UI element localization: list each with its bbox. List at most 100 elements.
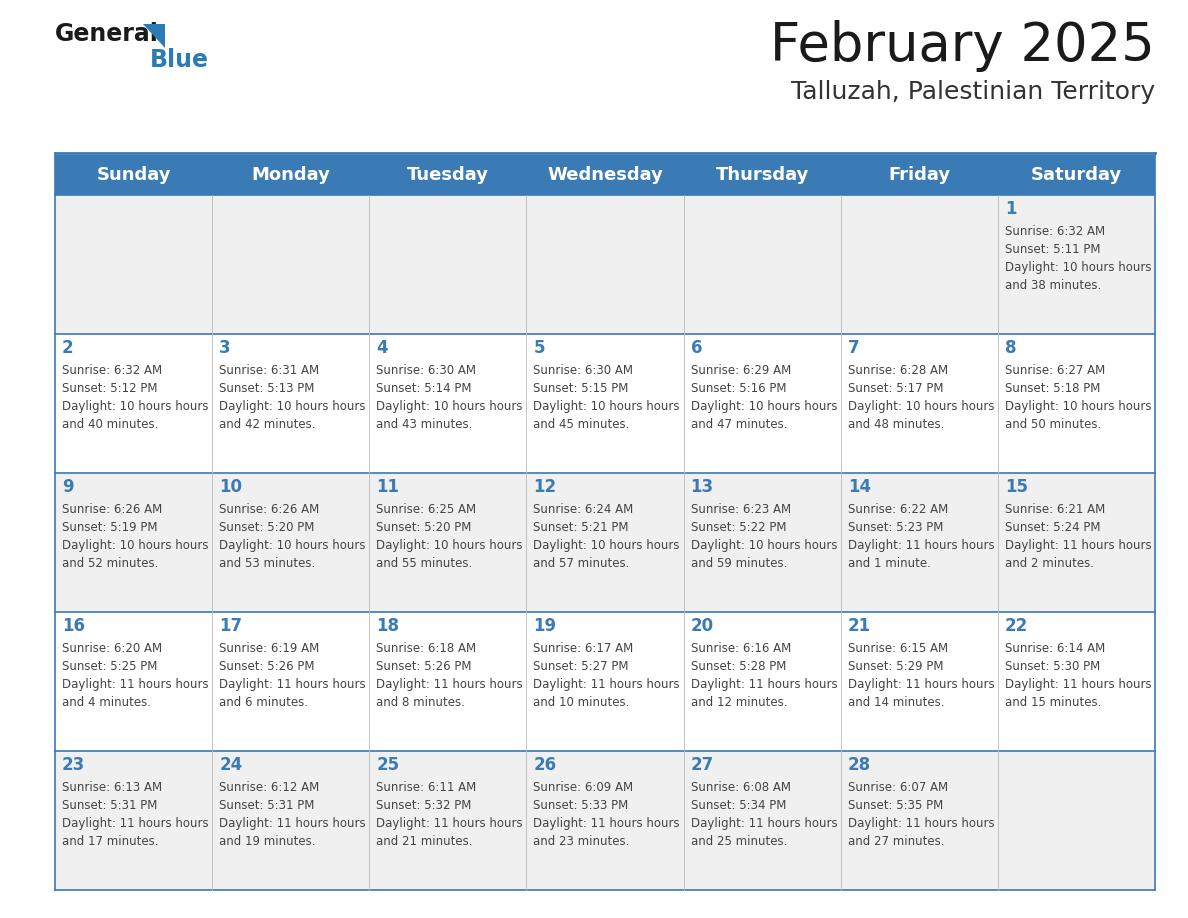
- Text: 18: 18: [377, 617, 399, 635]
- Text: and 55 minutes.: and 55 minutes.: [377, 557, 473, 570]
- Text: Daylight: 10 hours hours: Daylight: 10 hours hours: [533, 400, 680, 413]
- Text: Sunset: 5:15 PM: Sunset: 5:15 PM: [533, 382, 628, 395]
- Text: 5: 5: [533, 339, 545, 357]
- Text: and 12 minutes.: and 12 minutes.: [690, 696, 788, 709]
- Text: Wednesday: Wednesday: [546, 166, 663, 184]
- Text: Daylight: 11 hours hours: Daylight: 11 hours hours: [377, 678, 523, 691]
- Text: Sunset: 5:26 PM: Sunset: 5:26 PM: [377, 660, 472, 673]
- Text: Sunset: 5:17 PM: Sunset: 5:17 PM: [848, 382, 943, 395]
- Text: 3: 3: [219, 339, 230, 357]
- Text: Sunrise: 6:18 AM: Sunrise: 6:18 AM: [377, 642, 476, 655]
- Text: Sunrise: 6:22 AM: Sunrise: 6:22 AM: [848, 503, 948, 516]
- Text: Sunrise: 6:13 AM: Sunrise: 6:13 AM: [62, 781, 162, 794]
- Text: Daylight: 10 hours hours: Daylight: 10 hours hours: [219, 400, 366, 413]
- Text: Daylight: 10 hours hours: Daylight: 10 hours hours: [1005, 400, 1151, 413]
- Text: Sunrise: 6:31 AM: Sunrise: 6:31 AM: [219, 364, 320, 377]
- Text: Daylight: 11 hours hours: Daylight: 11 hours hours: [690, 817, 838, 830]
- Text: Sunrise: 6:32 AM: Sunrise: 6:32 AM: [62, 364, 162, 377]
- Text: 6: 6: [690, 339, 702, 357]
- Text: and 1 minute.: and 1 minute.: [848, 557, 930, 570]
- Text: Daylight: 11 hours hours: Daylight: 11 hours hours: [1005, 539, 1151, 552]
- Text: Sunrise: 6:23 AM: Sunrise: 6:23 AM: [690, 503, 791, 516]
- Text: Sunset: 5:31 PM: Sunset: 5:31 PM: [219, 799, 315, 812]
- Text: Sunset: 5:13 PM: Sunset: 5:13 PM: [219, 382, 315, 395]
- Text: and 52 minutes.: and 52 minutes.: [62, 557, 158, 570]
- Text: Sunrise: 6:08 AM: Sunrise: 6:08 AM: [690, 781, 790, 794]
- Bar: [55, 195, 1155, 334]
- Text: February 2025: February 2025: [770, 20, 1155, 72]
- Text: Sunset: 5:20 PM: Sunset: 5:20 PM: [377, 521, 472, 534]
- Text: Sunrise: 6:09 AM: Sunrise: 6:09 AM: [533, 781, 633, 794]
- Text: Daylight: 10 hours hours: Daylight: 10 hours hours: [848, 400, 994, 413]
- Text: Sunset: 5:33 PM: Sunset: 5:33 PM: [533, 799, 628, 812]
- Text: Sunrise: 6:30 AM: Sunrise: 6:30 AM: [377, 364, 476, 377]
- Text: Sunset: 5:31 PM: Sunset: 5:31 PM: [62, 799, 157, 812]
- Text: Sunrise: 6:26 AM: Sunrise: 6:26 AM: [62, 503, 163, 516]
- Bar: [55, 751, 1155, 890]
- Text: and 14 minutes.: and 14 minutes.: [848, 696, 944, 709]
- Text: Sunset: 5:35 PM: Sunset: 5:35 PM: [848, 799, 943, 812]
- Text: Sunset: 5:34 PM: Sunset: 5:34 PM: [690, 799, 786, 812]
- Text: and 21 minutes.: and 21 minutes.: [377, 835, 473, 848]
- Text: Tuesday: Tuesday: [406, 166, 488, 184]
- Text: Sunrise: 6:32 AM: Sunrise: 6:32 AM: [1005, 225, 1105, 238]
- Text: and 27 minutes.: and 27 minutes.: [848, 835, 944, 848]
- Text: Daylight: 11 hours hours: Daylight: 11 hours hours: [1005, 678, 1151, 691]
- Text: Sunset: 5:11 PM: Sunset: 5:11 PM: [1005, 243, 1100, 256]
- Text: 7: 7: [848, 339, 859, 357]
- Text: Sunset: 5:14 PM: Sunset: 5:14 PM: [377, 382, 472, 395]
- Text: 19: 19: [533, 617, 556, 635]
- Text: Daylight: 10 hours hours: Daylight: 10 hours hours: [1005, 261, 1151, 274]
- Text: Sunset: 5:18 PM: Sunset: 5:18 PM: [1005, 382, 1100, 395]
- Text: Daylight: 11 hours hours: Daylight: 11 hours hours: [219, 678, 366, 691]
- Text: General: General: [55, 22, 159, 46]
- Text: 26: 26: [533, 756, 556, 774]
- Text: 15: 15: [1005, 478, 1028, 496]
- Text: Daylight: 11 hours hours: Daylight: 11 hours hours: [219, 817, 366, 830]
- Text: Sunset: 5:12 PM: Sunset: 5:12 PM: [62, 382, 158, 395]
- Text: and 43 minutes.: and 43 minutes.: [377, 418, 473, 431]
- Text: 4: 4: [377, 339, 388, 357]
- Text: 27: 27: [690, 756, 714, 774]
- Text: and 40 minutes.: and 40 minutes.: [62, 418, 158, 431]
- Text: Sunrise: 6:11 AM: Sunrise: 6:11 AM: [377, 781, 476, 794]
- Text: Sunset: 5:32 PM: Sunset: 5:32 PM: [377, 799, 472, 812]
- Text: Sunset: 5:30 PM: Sunset: 5:30 PM: [1005, 660, 1100, 673]
- Text: 23: 23: [62, 756, 86, 774]
- Text: Thursday: Thursday: [715, 166, 809, 184]
- Bar: [55, 473, 1155, 612]
- Text: 10: 10: [219, 478, 242, 496]
- Text: Sunrise: 6:28 AM: Sunrise: 6:28 AM: [848, 364, 948, 377]
- Text: Sunrise: 6:17 AM: Sunrise: 6:17 AM: [533, 642, 633, 655]
- Text: Daylight: 10 hours hours: Daylight: 10 hours hours: [377, 400, 523, 413]
- Text: Sunrise: 6:16 AM: Sunrise: 6:16 AM: [690, 642, 791, 655]
- Text: Daylight: 11 hours hours: Daylight: 11 hours hours: [690, 678, 838, 691]
- Text: 12: 12: [533, 478, 556, 496]
- Text: 8: 8: [1005, 339, 1017, 357]
- Text: and 50 minutes.: and 50 minutes.: [1005, 418, 1101, 431]
- Text: 14: 14: [848, 478, 871, 496]
- Text: and 8 minutes.: and 8 minutes.: [377, 696, 466, 709]
- Text: Daylight: 11 hours hours: Daylight: 11 hours hours: [62, 817, 209, 830]
- Text: 16: 16: [62, 617, 86, 635]
- Text: Sunset: 5:28 PM: Sunset: 5:28 PM: [690, 660, 786, 673]
- Text: Monday: Monday: [252, 166, 330, 184]
- Text: 25: 25: [377, 756, 399, 774]
- Text: Daylight: 10 hours hours: Daylight: 10 hours hours: [690, 400, 838, 413]
- Text: Daylight: 10 hours hours: Daylight: 10 hours hours: [62, 539, 209, 552]
- Text: 2: 2: [62, 339, 74, 357]
- Text: Daylight: 10 hours hours: Daylight: 10 hours hours: [533, 539, 680, 552]
- Text: Daylight: 10 hours hours: Daylight: 10 hours hours: [219, 539, 366, 552]
- Text: Sunset: 5:22 PM: Sunset: 5:22 PM: [690, 521, 786, 534]
- Text: 20: 20: [690, 617, 714, 635]
- Text: Sunrise: 6:29 AM: Sunrise: 6:29 AM: [690, 364, 791, 377]
- Text: Daylight: 11 hours hours: Daylight: 11 hours hours: [848, 678, 994, 691]
- Text: Sunrise: 6:25 AM: Sunrise: 6:25 AM: [377, 503, 476, 516]
- Text: Talluzah, Palestinian Territory: Talluzah, Palestinian Territory: [791, 80, 1155, 104]
- Text: and 15 minutes.: and 15 minutes.: [1005, 696, 1101, 709]
- Text: Sunrise: 6:20 AM: Sunrise: 6:20 AM: [62, 642, 162, 655]
- Text: Daylight: 10 hours hours: Daylight: 10 hours hours: [62, 400, 209, 413]
- Text: Daylight: 11 hours hours: Daylight: 11 hours hours: [377, 817, 523, 830]
- Text: and 2 minutes.: and 2 minutes.: [1005, 557, 1094, 570]
- Text: 11: 11: [377, 478, 399, 496]
